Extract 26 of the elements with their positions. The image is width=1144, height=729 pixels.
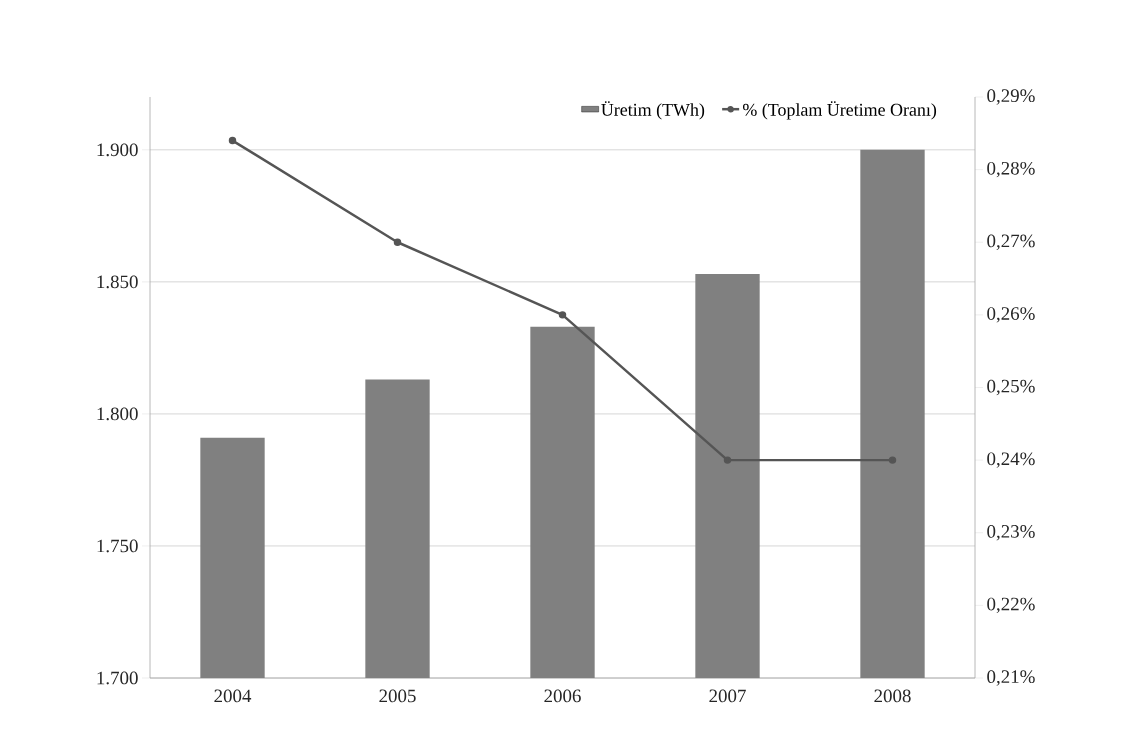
y2-tick-label: 0,25% (987, 379, 1035, 396)
y2-tick-label: 0,22% (987, 597, 1035, 614)
x-tick-label: 2006 (544, 689, 581, 703)
y-tick-label: 1.900 (97, 143, 138, 157)
y-tick-label: 1.800 (97, 407, 138, 421)
x-tick-label: 2004 (214, 689, 252, 703)
y2-tick-label: 0,23% (987, 525, 1035, 541)
x-tick-label: 2008 (874, 689, 911, 703)
y-tick-label: 1.850 (97, 275, 138, 289)
point (888, 456, 897, 464)
point (723, 456, 732, 464)
y2-tick-label: 0,27% (987, 234, 1035, 250)
y2-tick-label: 0,26% (987, 307, 1035, 323)
y2-tick-label: 0,21% (987, 670, 1035, 686)
x-tick-label: 2005 (379, 689, 416, 703)
y2-tick-label: 0,24% (987, 452, 1035, 468)
point (393, 238, 402, 246)
y-tick-label: 1.750 (97, 539, 138, 553)
legend-label: % (Toplam Üretime Oranı) (742, 101, 937, 120)
y-tick-label: 1.700 (97, 671, 138, 685)
y2-tick-label: 0,29% (987, 89, 1035, 105)
point (558, 311, 567, 319)
x-tick-label: 2007 (709, 689, 746, 703)
y2-tick-label: 0,28% (987, 161, 1035, 178)
legend-label: Üretim (TWh) (601, 101, 705, 120)
point (228, 136, 237, 145)
